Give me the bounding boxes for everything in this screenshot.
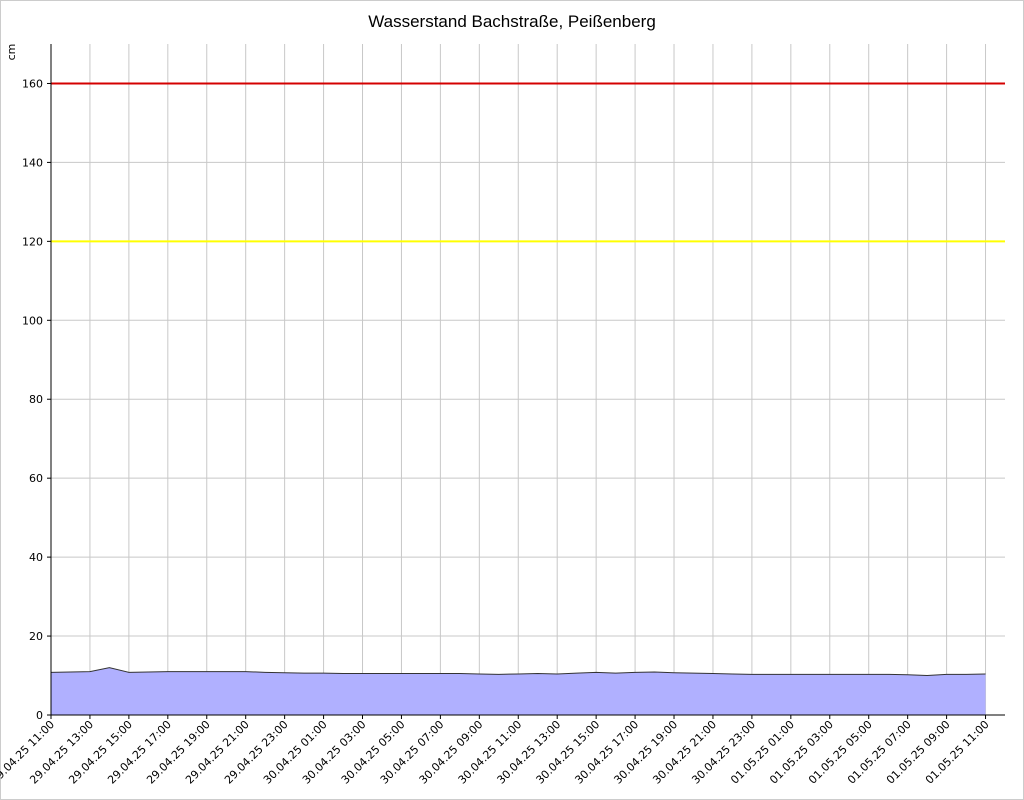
y-tick-label: 40 xyxy=(29,551,43,564)
y-tick-label: 140 xyxy=(22,156,43,169)
y-tick-label: 20 xyxy=(29,630,43,643)
y-tick-label: 160 xyxy=(22,77,43,90)
y-tick-label: 0 xyxy=(36,709,43,722)
y-tick-label: 100 xyxy=(22,314,43,327)
y-tick-label: 80 xyxy=(29,393,43,406)
y-tick-label: 120 xyxy=(22,235,43,248)
line xyxy=(50,667,986,677)
y-tick-label: 60 xyxy=(29,472,43,485)
area xyxy=(51,667,986,715)
y-axis-label: cm xyxy=(5,44,18,61)
chart-title: Wasserstand Bachstraße, Peißenberg xyxy=(368,12,656,31)
